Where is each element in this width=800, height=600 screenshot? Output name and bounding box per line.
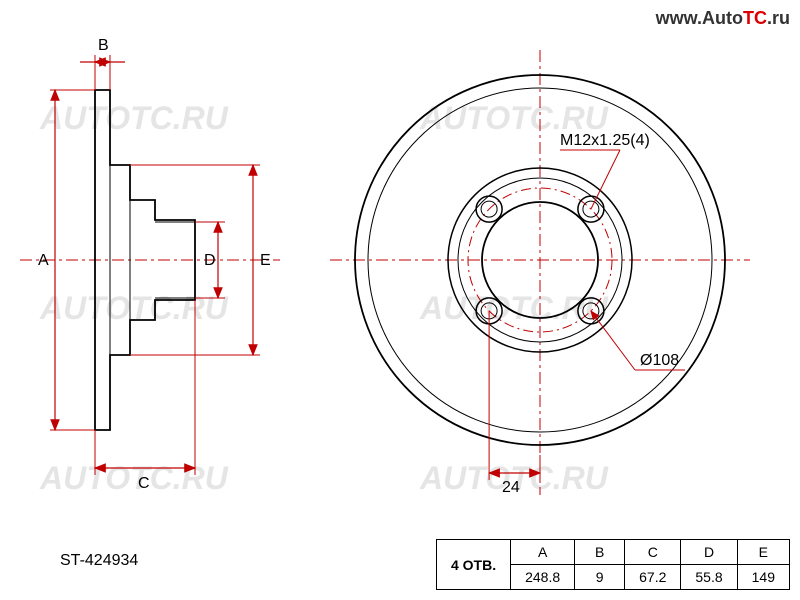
- col-a: A: [511, 540, 575, 565]
- offset-label: 24: [502, 479, 520, 496]
- side-view: A B C D E: [20, 37, 280, 492]
- val-d: 55.8: [681, 565, 737, 590]
- val-c: 67.2: [625, 565, 681, 590]
- bolt-label: M12x1.25(4): [560, 132, 650, 149]
- val-b: 9: [575, 565, 625, 590]
- dim-label-e: E: [260, 252, 271, 269]
- drawing-container: AUTOTC.RU AUTOTC.RU AUTOTC.RU AUTOTC.RU …: [0, 0, 800, 600]
- val-e: 149: [737, 565, 789, 590]
- technical-drawing: A B C D E: [0, 0, 800, 600]
- col-d: D: [681, 540, 737, 565]
- dim-label-d: D: [204, 252, 216, 269]
- part-number: ST-424934: [60, 552, 138, 570]
- table-header: ОТВ.: [463, 557, 496, 573]
- col-c: C: [625, 540, 681, 565]
- col-e: E: [737, 540, 789, 565]
- dim-label-b: B: [98, 37, 109, 54]
- dim-label-c: C: [138, 475, 150, 492]
- dimension-table: 4 ОТВ. A B C D E 248.8 9 67.2 55.8 149: [436, 539, 790, 590]
- table-prefix: 4: [451, 557, 459, 573]
- col-b: B: [575, 540, 625, 565]
- dim-label-a: A: [38, 252, 49, 269]
- val-a: 248.8: [511, 565, 575, 590]
- pcd-label: Ø108: [640, 352, 679, 369]
- front-view: M12x1.25(4) Ø108 24: [330, 50, 750, 496]
